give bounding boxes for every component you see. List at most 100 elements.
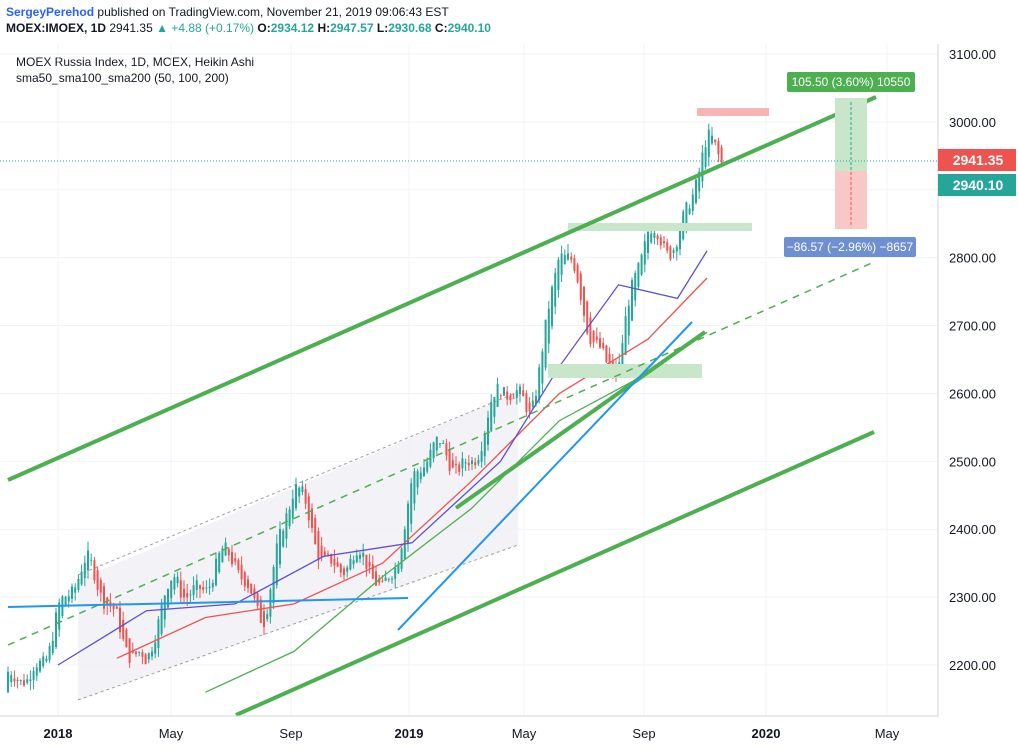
high-value: 2947.57 [330, 21, 374, 35]
candle-body [509, 395, 512, 401]
chart-legend: MOEX Russia Index, 1D, MOEX, Heikin Ashi… [16, 54, 254, 86]
candle-body [458, 464, 461, 473]
candle-body [595, 336, 598, 340]
candle-body [167, 589, 169, 608]
blue-trendline-rising [397, 321, 693, 631]
candle-body [627, 305, 630, 336]
x-tick-label: 2018 [44, 726, 73, 741]
y-tick-label: 2700.00 [949, 319, 996, 334]
publish-info: published on TradingView.com, November 2… [97, 5, 449, 19]
candle-body [691, 194, 694, 212]
candle-body [112, 604, 115, 610]
candle-body [231, 552, 233, 565]
candle-body [599, 338, 601, 348]
candle-body [87, 550, 89, 571]
candle-body [285, 513, 288, 539]
last-price-tag-bg [938, 149, 1016, 171]
close-value: 2940.10 [447, 21, 491, 35]
candle-body [663, 241, 665, 244]
sma100-line [116, 277, 708, 659]
x-tick-label: Sep [632, 726, 655, 741]
candle-body [685, 202, 688, 226]
regression-upper [77, 391, 519, 576]
candle-body [189, 594, 192, 596]
candle-body [698, 171, 701, 192]
candle-body [23, 680, 25, 686]
channel-lower [235, 430, 875, 717]
candle-body [435, 436, 438, 451]
candle-body [221, 548, 224, 563]
candle-body [250, 583, 253, 594]
candle-body [173, 577, 176, 590]
candle-body [275, 543, 278, 586]
channel-mid-dashed [7, 261, 875, 646]
candle-body [99, 579, 102, 593]
candle-body [551, 286, 553, 327]
candle-body [64, 596, 67, 607]
candle-body [714, 139, 717, 143]
candle-body [666, 242, 669, 251]
candle-body [243, 572, 246, 587]
candle-body [547, 308, 550, 344]
candle-body [557, 259, 560, 290]
y-tick-label: 2500.00 [949, 454, 996, 469]
candle-body [656, 235, 659, 240]
candle-body [650, 233, 653, 243]
candle-body [570, 256, 573, 260]
candle-body [16, 679, 19, 681]
candle-body [19, 680, 22, 682]
candle-body [339, 564, 342, 573]
candle-body [218, 552, 221, 572]
candle-body [154, 642, 157, 654]
candle-body [608, 353, 611, 368]
candle-body [707, 129, 710, 158]
heikin-ashi-candles [7, 123, 723, 694]
x-tick-label: May [875, 726, 900, 741]
candle-body [247, 579, 249, 588]
candle-body [445, 443, 448, 456]
candle-body [544, 319, 547, 368]
candle-body [515, 390, 518, 398]
last-price: 2941.35 [109, 21, 153, 35]
candle-body [496, 383, 499, 407]
candle-body [480, 450, 483, 462]
x-tick-label: 2020 [752, 726, 781, 741]
candle-body [160, 604, 163, 634]
x-axis: 2018 May Sep 2019 May Sep 2020 May [44, 726, 900, 741]
y-tick-label: 2400.00 [949, 522, 996, 537]
candle-body [688, 208, 691, 214]
candle-body [448, 449, 451, 472]
candle-body [192, 585, 195, 595]
low-label: L: [376, 21, 389, 35]
candle-body [519, 386, 521, 395]
candle-body [477, 459, 480, 464]
candle-body [128, 638, 131, 663]
candle-body [602, 342, 605, 348]
candle-body [199, 585, 201, 589]
sma50-line [57, 250, 708, 666]
candle-body [506, 391, 509, 400]
candle-body [605, 345, 608, 362]
candle-body [471, 460, 473, 465]
candle-body [237, 559, 240, 570]
measure-up-label-bg [787, 72, 915, 92]
candle-body [93, 560, 96, 581]
author-link[interactable]: SergeyPerehod [6, 5, 95, 19]
candle-body [151, 651, 153, 657]
candle-body [381, 580, 384, 582]
candle-body [240, 564, 243, 580]
candle-body [314, 518, 317, 544]
candle-body [362, 552, 365, 557]
candle-body [624, 316, 627, 355]
candle-body [410, 483, 413, 524]
candle-body [51, 640, 54, 653]
candle-body [394, 567, 397, 579]
candle-body [163, 595, 166, 620]
candle-body [333, 558, 336, 566]
close-price-tag-bg [938, 174, 1016, 196]
candle-body [115, 606, 118, 609]
open-label: O: [257, 21, 271, 35]
candle-body [183, 588, 185, 598]
candle-body [96, 570, 99, 590]
